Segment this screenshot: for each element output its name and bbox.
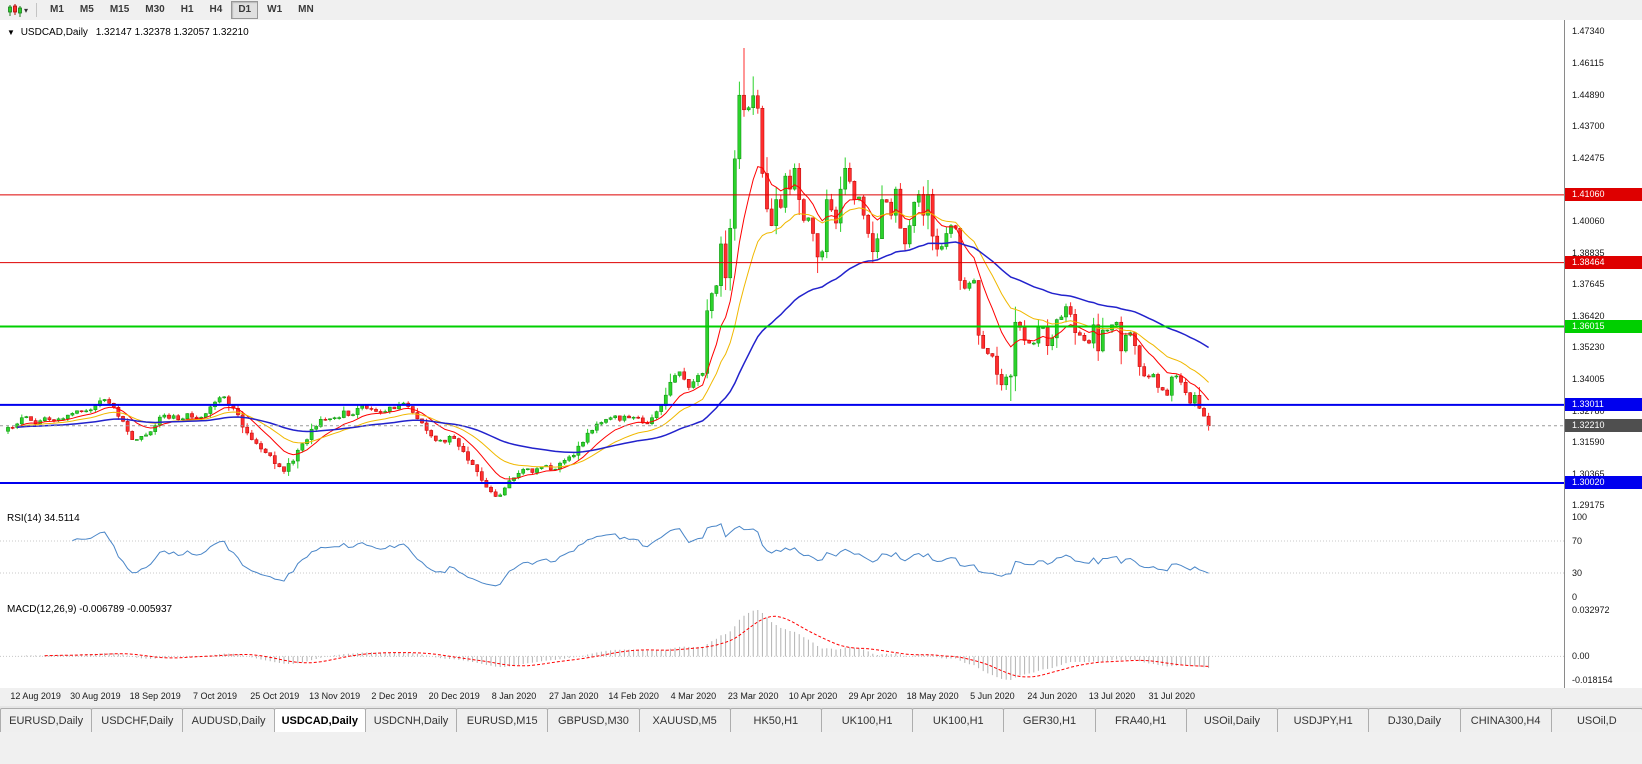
- timeframe-button-h1[interactable]: H1: [180, 4, 194, 15]
- chart-title: ▼ USDCAD,Daily 1.32147 1.32378 1.32057 1…: [7, 27, 249, 38]
- axis-tick-label: 1.42475: [1572, 152, 1605, 163]
- axis-tick-label: 1.31590: [1572, 436, 1605, 447]
- date-tick-label: 7 Oct 2019: [192, 691, 238, 701]
- axis-tick-label: 1.35230: [1572, 342, 1605, 352]
- top-toolbar: ▾ M1 M5 M15 M30 H1 H4 D1 W1 MN: [0, 0, 1642, 21]
- date-tick-label: 27 Jan 2020: [549, 691, 599, 701]
- chart-tab-xauusd-m5[interactable]: XAUUSD,M5: [638, 708, 731, 732]
- axis-tick-label: 1.34005: [1572, 373, 1605, 384]
- date-tick-label: 13 Nov 2019: [309, 691, 361, 701]
- hline-price-label: 1.30020: [1565, 476, 1642, 490]
- axis-tick-label: 0: [1572, 592, 1578, 602]
- timeframe-button-m5[interactable]: M5: [79, 4, 94, 15]
- current-price-label: 1.32210: [1565, 419, 1642, 433]
- price-chart-canvas[interactable]: [0, 20, 1565, 509]
- rsi-canvas[interactable]: [0, 509, 1565, 600]
- chart-tab-eurusd-daily[interactable]: EURUSD,Daily: [0, 708, 93, 732]
- chart-tab-uk100-h1[interactable]: UK100,H1: [912, 708, 1005, 732]
- timeframe-button-h4[interactable]: H4: [209, 4, 223, 15]
- chart-symbol-label: USDCAD,Daily: [20, 27, 88, 38]
- date-tick-label: 20 Dec 2019: [428, 691, 480, 701]
- axis-tick-label: 1.44890: [1572, 89, 1605, 100]
- rsi-axis[interactable]: 100 70 30 0: [1564, 509, 1642, 602]
- macd-indicator-panel: MACD(12,26,9) -0.006789 -0.005937 0.0329…: [0, 600, 1642, 689]
- axis-tick-label: 1.40060: [1572, 215, 1605, 226]
- axis-tick-label: 1.47340: [1572, 26, 1605, 36]
- axis-tick-label: 1.46115: [1572, 57, 1604, 68]
- date-tick-label: 18 May 2020: [906, 691, 959, 701]
- date-tick-label: 29 Apr 2020: [848, 691, 898, 701]
- chart-tab-dj30-daily[interactable]: DJ30,Daily: [1368, 708, 1461, 732]
- hline-price-label: 1.36015: [1565, 320, 1642, 334]
- axis-tick-label: 100: [1572, 512, 1588, 522]
- toolbar-separator: [36, 3, 38, 17]
- chart-marker-icon[interactable]: ▼: [7, 28, 15, 37]
- macd-canvas[interactable]: [0, 600, 1565, 688]
- date-tick-label: 31 Jul 2020: [1148, 691, 1196, 701]
- date-tick-label: 10 Apr 2020: [788, 691, 838, 701]
- axis-tick-label: 30: [1572, 568, 1583, 578]
- timeframe-button-d1[interactable]: D1: [231, 1, 259, 19]
- chart-tab-usoil-d[interactable]: USOil,D: [1550, 708, 1642, 732]
- date-tick-label: 4 Mar 2020: [670, 691, 717, 701]
- axis-tick-label: 70: [1572, 536, 1583, 546]
- hline-price-label: 1.41060: [1565, 188, 1642, 202]
- date-tick-label: 23 Mar 2020: [727, 691, 779, 701]
- chevron-down-icon: ▾: [24, 5, 29, 15]
- date-axis[interactable]: 12 Aug 2019 30 Aug 2019 18 Sep 2019 7 Oct 2…: [0, 688, 1642, 707]
- axis-tick-label: -0.018154: [1572, 675, 1613, 685]
- date-tick-label: 5 Jun 2020: [970, 691, 1015, 701]
- chart-tab-china300-h4[interactable]: CHINA300,H4: [1459, 708, 1552, 732]
- chart-tab-usoil-daily[interactable]: USOil,Daily: [1185, 708, 1279, 732]
- timeframe-button-m1[interactable]: M1: [50, 4, 64, 15]
- rsi-indicator-label: RSI(14) 34.5114: [7, 513, 80, 524]
- axis-tick-label: 1.43700: [1572, 120, 1605, 131]
- axis-tick-label: 1.36420: [1572, 310, 1605, 321]
- timeframe-button-w1[interactable]: W1: [267, 4, 283, 15]
- chart-ohlc-values: 1.32147 1.32378 1.32057 1.32210: [95, 27, 249, 38]
- timeframe-button-m15[interactable]: M15: [109, 4, 130, 15]
- main-chart-panel: ▼ USDCAD,Daily 1.32147 1.32378 1.32057 1…: [0, 20, 1642, 510]
- macd-indicator-label: MACD(12,26,9) -0.006789 -0.005937: [7, 604, 173, 615]
- chart-tab-usdcad-daily[interactable]: USDCAD,Daily: [273, 708, 366, 732]
- axis-tick-label: 1.29175: [1572, 500, 1605, 510]
- date-tick-label: 14 Feb 2020: [608, 691, 659, 701]
- hline-price-label: 1.33011: [1565, 398, 1642, 412]
- axis-tick-label: 1.38835: [1572, 247, 1605, 258]
- chart-tab-audusd-daily[interactable]: AUDUSD,Daily: [182, 708, 275, 732]
- date-tick-label: 24 Jun 2020: [1027, 691, 1077, 701]
- chart-tab-eurusd-m15[interactable]: EURUSD,M15: [456, 708, 549, 732]
- date-tick-label: 25 Oct 2019: [250, 691, 300, 701]
- axis-tick-label: 0.032972: [1572, 605, 1610, 615]
- chart-type-dropdown[interactable]: ▾: [4, 3, 31, 17]
- chart-tab-fra40-h1[interactable]: FRA40,H1: [1094, 708, 1187, 732]
- candlestick-chart-icon: [8, 3, 22, 17]
- date-tick-label: 30 Aug 2019: [70, 691, 121, 701]
- chart-tab-usdcnh-daily[interactable]: USDCNH,Daily: [364, 708, 458, 732]
- rsi-indicator-panel: RSI(14) 34.5114 100 70 30 0: [0, 509, 1642, 602]
- macd-axis[interactable]: 0.032972 0.00 -0.018154: [1564, 600, 1642, 688]
- chart-tab-usdjpy-h1[interactable]: USDJPY,H1: [1277, 708, 1370, 732]
- date-tick-label: 8 Jan 2020: [491, 691, 537, 701]
- timeframe-button-mn[interactable]: MN: [298, 4, 314, 15]
- chart-tab-gbpusd-m30[interactable]: GBPUSD,M30: [547, 708, 640, 732]
- timeframe-group: M1 M5 M15 M30 H1 H4 D1 W1 MN: [42, 1, 322, 19]
- date-tick-label: 2 Dec 2019: [371, 691, 418, 701]
- window-background: [0, 732, 1642, 764]
- chart-tab-ger30-h1[interactable]: GER30,H1: [1003, 708, 1096, 732]
- date-tick-label: 13 Jul 2020: [1088, 691, 1136, 701]
- timeframe-button-m30[interactable]: M30: [145, 4, 165, 15]
- axis-tick-label: 0.00: [1572, 651, 1590, 662]
- axis-tick-label: 1.30365: [1572, 468, 1605, 479]
- chart-tab-usdchf-daily[interactable]: USDCHF,Daily: [91, 708, 184, 732]
- hline-price-label: 1.38464: [1565, 256, 1642, 270]
- price-axis[interactable]: 1.47340 1.46115 1.44890 1.43700 1.42475 1.400…: [1564, 20, 1642, 510]
- date-tick-label: 12 Aug 2019: [10, 691, 61, 701]
- date-tick-label: 18 Sep 2019: [129, 691, 181, 701]
- chart-tab-bar: EURUSD,Daily USDCHF,Daily AUDUSD,Daily USDC…: [0, 706, 1642, 732]
- chart-tab-uk100-h1[interactable]: UK100,H1: [820, 708, 914, 732]
- axis-tick-label: 1.37645: [1572, 278, 1605, 289]
- chart-tab-hk50-h1[interactable]: HK50,H1: [729, 708, 822, 732]
